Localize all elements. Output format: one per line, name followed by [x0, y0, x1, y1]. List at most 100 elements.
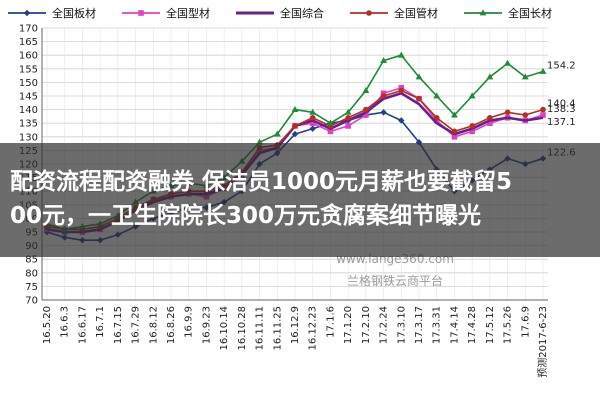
y-tick-label: 160 — [19, 51, 38, 62]
legend-label: 全国长材 — [508, 6, 552, 20]
series-point — [327, 119, 334, 126]
series-point — [415, 73, 423, 80]
end-value-label: 137.1 — [547, 117, 576, 128]
series-point — [433, 92, 441, 99]
x-tick-label: 16.7.15 — [113, 306, 124, 344]
y-tick-label: 145 — [19, 92, 38, 103]
x-tick-label: 16.6.17 — [77, 306, 88, 344]
y-tick-label: 165 — [19, 37, 38, 48]
x-tick-label: 16.9.9 — [184, 306, 195, 338]
series-point — [309, 125, 316, 132]
x-tick-label: 16.12.23 — [308, 306, 319, 351]
legend-marker — [23, 9, 31, 17]
x-tick-label: 16.7.29 — [131, 306, 142, 344]
x-tick-label: 16.8.12 — [148, 306, 159, 344]
series-point — [397, 51, 405, 58]
series-point — [345, 114, 351, 121]
y-tick-label: 85 — [25, 255, 38, 266]
legend-label: 全国型材 — [166, 6, 210, 20]
series-point — [292, 123, 298, 129]
x-tick-label: 17.3.31 — [432, 306, 443, 344]
series-point — [486, 73, 494, 80]
x-tick-label: 17.2.24 — [379, 306, 390, 344]
x-tick-label: 16.9.23 — [201, 306, 212, 344]
x-tick-label: 16.10.14 — [219, 306, 230, 351]
series-point — [433, 114, 440, 121]
legend-marker — [366, 10, 372, 16]
series-point — [291, 106, 299, 112]
legend-item-5: 全国长材 — [464, 6, 552, 20]
x-tick-label: 16.6.3 — [60, 306, 71, 338]
series-point — [362, 86, 370, 93]
y-tick-label: 140 — [19, 105, 38, 116]
x-tick-label: 16.7.1 — [95, 306, 106, 338]
series-point — [291, 130, 299, 138]
x-tick-label: 16.11.25 — [272, 306, 283, 351]
x-tick-label: 17.5.26 — [503, 306, 514, 344]
series-point — [380, 109, 387, 116]
legend-label: 全国管材 — [394, 6, 438, 20]
headline-overlay[interactable]: 配资流程配资融券 保洁员1000元月薪也要截留5 00元，一卫生院院长300万元… — [0, 143, 600, 257]
series-point — [539, 67, 547, 74]
x-tick-label: 17.1.20 — [343, 306, 354, 344]
y-tick-label: 135 — [19, 119, 38, 130]
series-point — [468, 92, 476, 99]
series-point — [469, 123, 475, 129]
watermark: www.lange360.com 兰格钢铁云商平台 — [336, 252, 454, 288]
series-point — [309, 114, 316, 121]
x-tick-label: 16.10.28 — [237, 306, 248, 351]
legend-item-3: 全国综合 — [236, 6, 324, 20]
legend-item-2: 全国型材 — [122, 6, 210, 20]
y-tick-label: 170 — [19, 24, 38, 35]
y-tick-label: 155 — [19, 64, 38, 75]
legend-marker — [138, 10, 144, 16]
series-point — [363, 106, 369, 113]
y-tick-label: 80 — [25, 268, 38, 279]
x-tick-label: 17.4.28 — [467, 306, 478, 344]
series-point — [309, 120, 316, 126]
series-point — [273, 130, 281, 137]
x-tick-label: 17.2.10 — [361, 306, 372, 344]
legend-item-4: 全国管材 — [350, 6, 438, 20]
legend-item-1: 全国板材 — [8, 6, 96, 20]
series-point — [469, 128, 475, 135]
end-value-label: 138.3 — [547, 104, 576, 115]
y-tick-label: 70 — [25, 296, 38, 307]
x-tick-label: 17.6.9 — [520, 306, 531, 338]
x-tick-label: 16.11.11 — [255, 306, 266, 351]
y-tick-label: 130 — [19, 132, 38, 143]
x-tick-label: 17.3.10 — [396, 306, 407, 344]
headline-line-2: 00元，一卫生院院长300万元贪腐案细节曝光 — [10, 203, 482, 229]
series-point — [416, 95, 422, 102]
x-tick-label: 16.8.26 — [166, 306, 177, 344]
series-point — [345, 123, 351, 129]
series-point — [540, 112, 546, 118]
x-tick-label: 17.5.12 — [485, 306, 496, 344]
series-point — [363, 112, 369, 118]
series-point — [487, 120, 493, 126]
x-tick-label: 17.1.6 — [325, 306, 336, 338]
series-point — [487, 114, 493, 121]
headline-line-1: 配资流程配资融券 保洁员1000元月薪也要截留5 — [10, 169, 513, 195]
x-tick-label: 17.3.17 — [414, 306, 425, 344]
series-point — [522, 112, 529, 118]
end-value-label: 140.4 — [547, 99, 576, 110]
legend-marker — [479, 9, 487, 16]
x-tick-label: 16.5.20 — [42, 306, 53, 344]
series-point — [521, 73, 529, 80]
series-point — [327, 128, 334, 135]
series-point — [540, 106, 546, 113]
x-tick-label: 预测2017-6-23 — [536, 306, 549, 378]
x-tick-label: 16.12.9 — [290, 306, 301, 344]
x-tick-label: 17.4.14 — [449, 306, 460, 344]
series-point — [504, 59, 511, 66]
legend-label: 全国综合 — [280, 6, 324, 20]
series-point — [344, 108, 352, 115]
series-point — [504, 109, 511, 116]
series-point — [380, 93, 387, 99]
x-tick-labels: 16.5.20 16.6.3 16.6.17 16.7.1 16.7.15 16.7.29… — [42, 306, 549, 378]
series-point — [451, 128, 458, 135]
series-point — [451, 134, 458, 140]
series-point — [380, 57, 387, 64]
